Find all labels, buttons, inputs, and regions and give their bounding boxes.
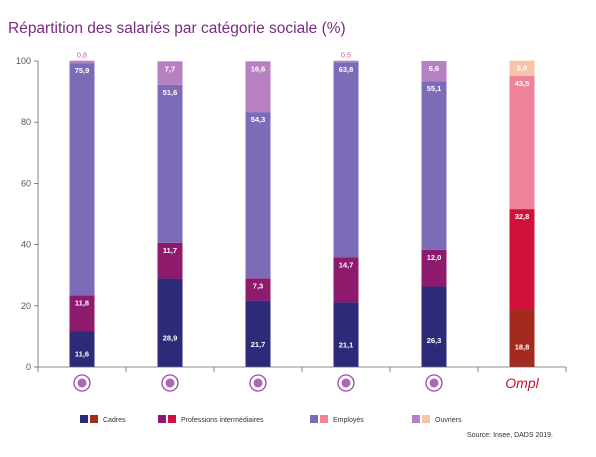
legend-swatch-ompl: [320, 415, 328, 423]
legend-swatch-ompl: [422, 415, 430, 423]
bar-value-label: 54,3: [251, 115, 266, 124]
x-axis: [37, 366, 567, 372]
legend-swatch: [412, 415, 420, 423]
bars: 11,6 11,8 75,9 0,8 28,9 11,7 51,6 7,7 21,7 7,3 54,…: [69, 51, 535, 367]
bar-value-label: 16,6: [251, 64, 266, 73]
legend-label: Employés: [333, 417, 364, 424]
bar-segment-employ-s: [333, 62, 359, 258]
bar-segment-cadres: [157, 278, 183, 367]
bar-segment-employ-s: [421, 81, 447, 250]
legend-item: Professions intermédiaires: [158, 415, 264, 424]
bar-value-label: 12,0: [427, 253, 442, 262]
bar-value-label: 26,3: [427, 336, 442, 345]
bar-value-label: 11,6: [75, 349, 89, 358]
legend-item: Cadres: [80, 415, 126, 424]
bar-value-label: 6,6: [429, 64, 439, 73]
bar-value-label: 28,9: [163, 333, 178, 342]
bar-segment-ouvriers: [157, 61, 183, 85]
scales-icon: [425, 374, 443, 392]
bar-value-label: 0,8: [77, 51, 87, 60]
bar-segment-professions-interm-diaires: [509, 209, 535, 310]
legend: Cadres Professions intermédiaires Employés…: [80, 415, 462, 424]
bar-segment-professions-interm-diaires: [421, 249, 447, 287]
legend-swatch: [158, 415, 166, 423]
y-tick-label: 80: [21, 117, 31, 127]
bar-segment-cadres: [333, 302, 359, 367]
bar-value-label: 55,1: [427, 84, 442, 93]
bar-segment-professions-interm-diaires: [157, 242, 183, 279]
legend-swatch-ompl: [90, 415, 98, 423]
legend-label: Cadres: [103, 417, 126, 424]
bar-segment-cadres: [245, 300, 271, 367]
y-tick-label: 20: [21, 301, 31, 311]
bar-value-label: 21,7: [251, 340, 266, 349]
bar-value-label: 7,3: [253, 281, 263, 290]
source-note: Source: Insee, DADS 2019.: [467, 432, 553, 439]
bar-value-label: 32,8: [515, 212, 530, 221]
hand-heart-icon: [337, 374, 355, 392]
bar-value-label: 14,7: [339, 260, 354, 269]
bar-value-label: 63,8: [339, 65, 354, 74]
bar-segment-cadres: [509, 309, 535, 367]
bar-value-label: 75,9: [75, 66, 90, 75]
bar-value-label: 18,8: [515, 343, 530, 352]
bar-value-label: 21,1: [339, 341, 354, 350]
bar-value-label: 5,0: [517, 64, 527, 73]
person-icon: [161, 374, 179, 392]
bar-segment-ouvriers: [333, 60, 359, 63]
bar-segment-employ-s: [245, 112, 271, 279]
bar-value-label: 43,5: [515, 79, 530, 88]
bar-value-label: 0,5: [341, 51, 351, 60]
legend-label: Professions intermédiaires: [181, 417, 264, 424]
legend-swatch: [310, 415, 318, 423]
y-tick-label: 0: [26, 362, 31, 372]
legend-item: Employés: [310, 415, 364, 424]
legend-label: Ouvriers: [435, 417, 462, 424]
y-tick-label: 60: [21, 178, 31, 188]
bar-value-label: 7,7: [165, 64, 175, 73]
legend-item: Ouvriers: [412, 415, 462, 424]
legend-swatch: [80, 415, 88, 423]
y-tick-label: 40: [21, 240, 31, 250]
chart-title: Répartition des salariés par catégorie s…: [8, 20, 346, 37]
bar-value-label: 51,6: [163, 88, 178, 97]
bar-segment-professions-interm-diaires: [245, 278, 271, 301]
bar-value-label: 11,8: [75, 298, 89, 307]
hand-icon: [249, 374, 267, 392]
y-tick-label: 100: [16, 56, 31, 66]
bar-value-label: 11,7: [163, 246, 177, 255]
bar-segment-ouvriers: [421, 61, 447, 82]
bar-segment-cadres: [421, 286, 447, 367]
bar-segment-employ-s: [509, 75, 535, 210]
bar-segment-professions-interm-diaires: [333, 257, 359, 303]
bar-segment-cadres: [69, 331, 95, 367]
bank-icon: [73, 374, 91, 392]
category-icons: Ompl: [73, 374, 540, 392]
ompl-logo: Ompl: [505, 375, 539, 391]
bar-segment-ouvriers: [69, 60, 95, 64]
bar-segment-professions-interm-diaires: [69, 295, 95, 332]
bar-segment-employ-s: [69, 63, 95, 296]
bar-segment-ouvriers: [245, 61, 271, 113]
bar-segment-ouvriers: [509, 60, 535, 76]
bar-segment-employ-s: [157, 84, 183, 243]
y-axis: 0 20 40 60 80 100: [16, 56, 39, 372]
legend-swatch-ompl: [168, 415, 176, 423]
